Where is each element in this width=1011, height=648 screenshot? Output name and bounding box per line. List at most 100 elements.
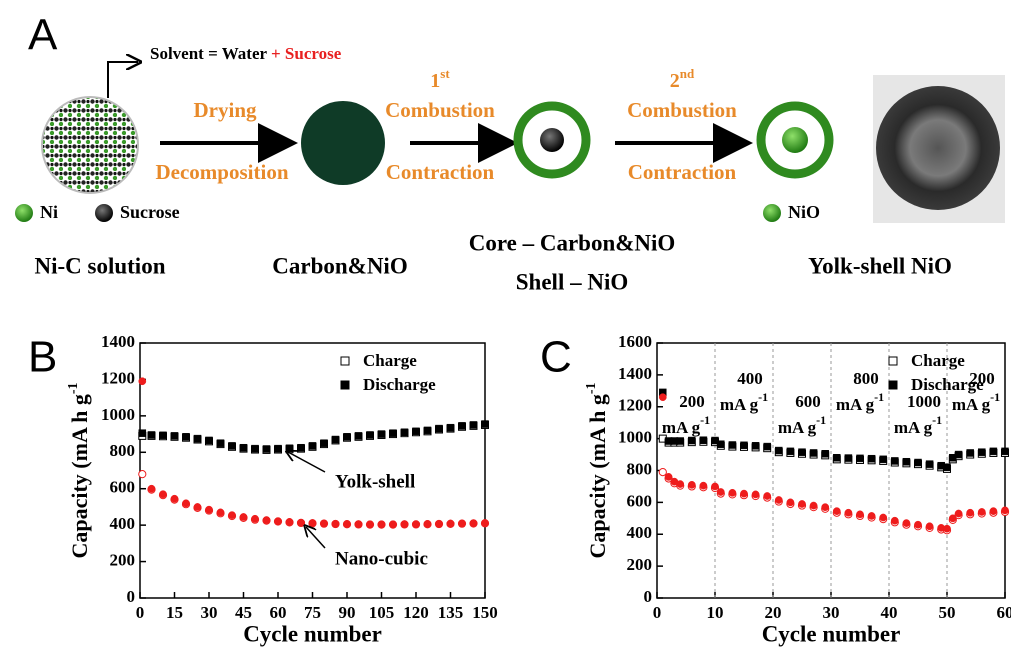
data-point [367, 431, 374, 438]
x-tick-label: 0 [653, 603, 662, 622]
rate-value: 400 [737, 369, 763, 388]
data-point [798, 500, 805, 507]
x-tick-label: 90 [339, 603, 356, 622]
data-point [470, 421, 477, 428]
rate-value: 1000 [907, 392, 941, 411]
y-tick-label: 600 [110, 478, 136, 497]
data-point [857, 455, 864, 462]
data-point [194, 435, 201, 442]
data-point [366, 521, 373, 528]
rate-unit-main: mA g [662, 418, 701, 437]
rate-unit-main: mA g [720, 395, 759, 414]
order-sup: st [440, 66, 450, 81]
legend-item: Discharge [341, 375, 436, 394]
data-point [160, 432, 167, 439]
data-point [677, 480, 684, 487]
data-point [967, 449, 974, 456]
core [540, 128, 564, 152]
rate-unit-sup: -1 [874, 390, 884, 404]
data-point [943, 525, 950, 532]
data-point [700, 437, 707, 444]
data-point [903, 458, 910, 465]
data-point [914, 521, 921, 528]
data-point [228, 512, 235, 519]
data-point [926, 523, 933, 530]
data-point [139, 378, 146, 385]
x-tick-label: 30 [823, 603, 840, 622]
data-point [775, 447, 782, 454]
data-point [665, 473, 672, 480]
rate-unit-main: mA g [894, 418, 933, 437]
stage-label: Ni-C solution [35, 253, 166, 278]
legend-swatch [341, 381, 349, 389]
x-tick-label: 30 [201, 603, 218, 622]
data-point [274, 518, 281, 525]
rate-unit: mA g-1 [836, 390, 884, 414]
y-tick-label: 1200 [618, 396, 652, 415]
annotation-arrow [306, 527, 325, 548]
stage-label: Carbon&NiO [272, 253, 407, 278]
data-point [845, 509, 852, 516]
y-axis-label-sup: -1 [66, 382, 81, 394]
annotation-arrow [288, 452, 325, 472]
data-point [481, 519, 488, 526]
data-point [1001, 507, 1008, 514]
data-point [263, 446, 270, 453]
step-order: 1st [430, 66, 450, 92]
data-point [297, 519, 304, 526]
rate-unit: mA g-1 [662, 413, 710, 437]
y-axis-label-main: Capacity (mA h g [67, 394, 92, 558]
data-point [868, 512, 875, 519]
data-point [332, 436, 339, 443]
data-point [309, 519, 316, 526]
step-label: Combustion [627, 98, 737, 122]
y-tick-label: 200 [627, 555, 653, 574]
legend-dot [763, 204, 781, 222]
data-point [355, 432, 362, 439]
data-point [891, 517, 898, 524]
data-point [752, 442, 759, 449]
data-point [413, 428, 420, 435]
legend-swatch [889, 357, 897, 365]
data-point [343, 520, 350, 527]
data-point [344, 433, 351, 440]
data-point [194, 503, 201, 510]
data-point [810, 502, 817, 509]
x-tick-label: 50 [939, 603, 956, 622]
data-point [447, 520, 454, 527]
data-point [978, 508, 985, 515]
data-point [320, 520, 327, 527]
data-point [482, 421, 489, 428]
y-tick-label: 800 [110, 441, 136, 460]
data-point [787, 499, 794, 506]
solvent: Solvent = Water [150, 44, 267, 63]
data-point [752, 491, 759, 498]
data-point [378, 521, 385, 528]
x-tick-label: 135 [438, 603, 464, 622]
data-point [688, 481, 695, 488]
x-tick-label: 40 [881, 603, 898, 622]
data-point [183, 433, 190, 440]
rate-unit: mA g-1 [720, 390, 768, 414]
x-tick-label: 15 [166, 603, 183, 622]
data-point [251, 515, 258, 522]
legend-text: Ni [40, 202, 58, 222]
data-point [459, 422, 466, 429]
data-point [990, 508, 997, 515]
data-point [880, 456, 887, 463]
solvent-add: + Sucrose [271, 44, 342, 63]
step-label: Decomposition [156, 160, 289, 184]
data-point [891, 457, 898, 464]
carbon-particle [301, 101, 385, 185]
data-point [286, 445, 293, 452]
data-point [263, 516, 270, 523]
data-point [298, 444, 305, 451]
data-point [845, 455, 852, 462]
data-point [856, 511, 863, 518]
data-point [833, 454, 840, 461]
data-point [764, 443, 771, 450]
order-sup: nd [680, 66, 695, 81]
data-point [470, 520, 477, 527]
